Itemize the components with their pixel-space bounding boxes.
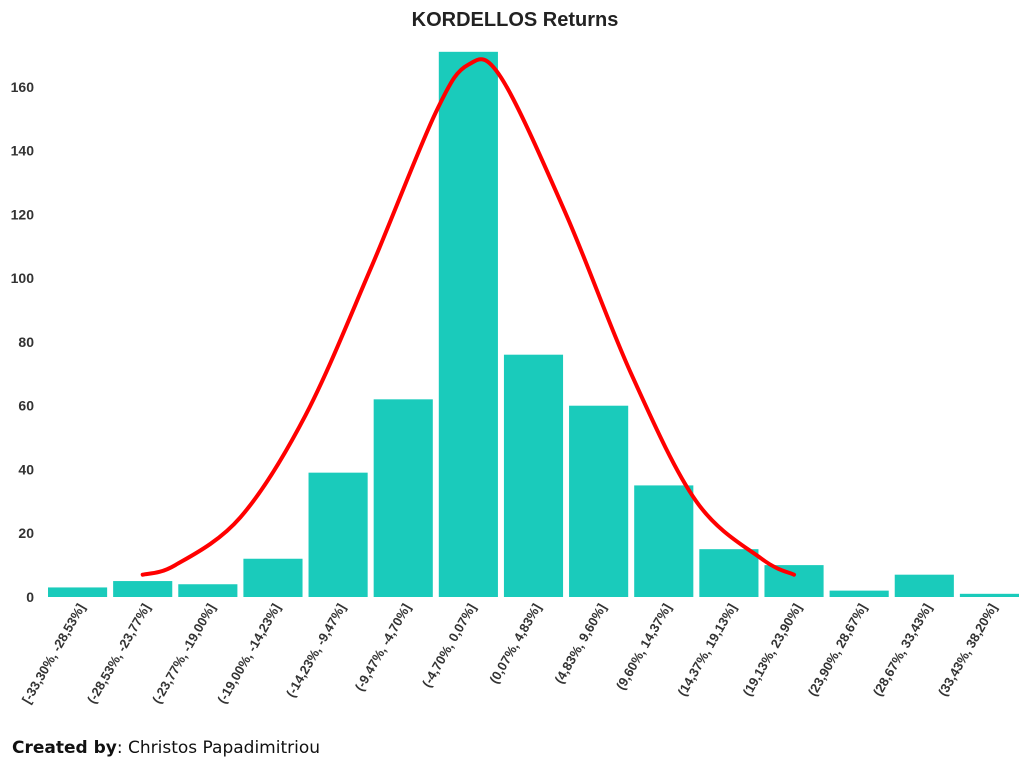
normal-curve-line [140, 57, 796, 577]
bar [569, 405, 629, 597]
x-tick-label: (-4,70%, 0,07%] [419, 601, 479, 690]
x-tick-label: (33,43%, 38,20%] [935, 601, 1000, 699]
chart-title: KORDELLOS Returns [412, 9, 619, 31]
x-tick-label: (0,07%, 4,83%] [486, 601, 544, 686]
bar [438, 51, 498, 597]
x-tick-label: (23,90%, 28,67%] [805, 601, 870, 699]
bar [894, 574, 954, 597]
x-tick-label: (14,37%, 19,13%] [674, 601, 739, 699]
y-axis: 0 20 40 60 80 100 120 140 160 [11, 79, 35, 605]
y-tick-label: 100 [11, 270, 35, 286]
y-tick-label: 40 [18, 461, 34, 477]
y-tick-label: 140 [11, 143, 35, 159]
bar [48, 587, 108, 597]
x-tick-label: (-23,77%, -19,00%] [149, 601, 218, 706]
credit-line: Created by: Christos Papadimitriou [12, 738, 320, 758]
x-tick-label: (-14,23%, -9,47%] [283, 601, 349, 700]
x-tick-label: (-28,53%, -23,77%] [84, 601, 153, 706]
y-tick-label: 20 [18, 525, 34, 541]
bar [699, 549, 759, 597]
x-axis: [-33,30%, -28,53%](-28,53%, -23,77%](-23… [19, 601, 1000, 706]
bar [308, 472, 368, 597]
y-tick-label: 80 [18, 334, 34, 350]
bar [764, 565, 824, 597]
bar [178, 584, 238, 597]
bar [503, 354, 564, 597]
x-tick-label: (4,83%, 9,60%] [551, 601, 609, 686]
bar [373, 399, 433, 597]
normal-curve-group [140, 57, 796, 577]
y-tick-label: 120 [11, 206, 35, 222]
x-tick-label: (28,67%, 33,43%] [870, 601, 935, 699]
x-tick-label: (19,13%, 23,90%] [740, 601, 805, 699]
credit-label: Created by [12, 738, 117, 758]
bar [113, 581, 173, 597]
x-tick-label: (-9,47%, -4,70%] [352, 601, 414, 694]
y-tick-label: 160 [11, 79, 35, 95]
x-tick-label: [-33,30%, -28,53%] [19, 601, 88, 706]
x-tick-label: (-19,00%, -14,23%] [214, 601, 283, 706]
bar [243, 558, 303, 597]
bars-group [48, 51, 1019, 597]
bar [634, 485, 694, 597]
credit-name: Christos Papadimitriou [128, 738, 321, 758]
y-tick-label: 0 [26, 589, 34, 605]
y-tick-label: 60 [18, 398, 34, 414]
bar [829, 590, 889, 597]
bar [959, 593, 1019, 597]
x-tick-label: (9,60%, 14,37%] [613, 601, 674, 692]
credit-separator: : [116, 738, 128, 758]
